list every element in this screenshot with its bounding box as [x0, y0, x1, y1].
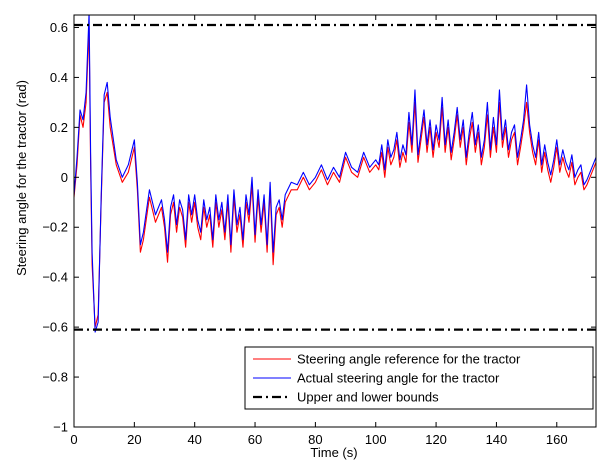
legend: Steering angle reference for the tractor… — [244, 346, 594, 410]
y-tick-label: 0 — [61, 170, 68, 185]
y-tick-label: −0.4 — [42, 270, 68, 285]
x-tick-label: 60 — [248, 432, 262, 447]
x-tick-label: 80 — [308, 432, 322, 447]
x-tick-label: 0 — [70, 432, 77, 447]
y-tick-label: −1 — [53, 420, 68, 435]
legend-entry-label: Actual steering angle for the tractor — [297, 371, 500, 386]
x-tick-label: 140 — [486, 432, 508, 447]
x-tick-label: 20 — [127, 432, 141, 447]
axes: 0 20 40 60 80 100 120 140 160 −1 −0.8 −0.6 −0.4 −0.2 0… — [42, 14, 597, 447]
plot-frame — [73, 14, 597, 428]
y-axis-label: Steering angle for the tractor (rad) — [14, 80, 29, 276]
x-tick-label: 160 — [546, 432, 568, 447]
y-tick-label: 0.6 — [50, 20, 68, 35]
plot-area — [74, 15, 596, 333]
y-tick-label: 0.2 — [50, 120, 68, 135]
x-tick-label: 40 — [187, 432, 201, 447]
x-tick-label: 120 — [425, 432, 447, 447]
x-tick-label: 100 — [365, 432, 387, 447]
actual-series-line — [74, 15, 596, 333]
legend-box — [244, 346, 594, 410]
reference-series-line — [74, 26, 596, 328]
legend-entry-label: Upper and lower bounds — [297, 390, 439, 405]
y-tick-label: 0.4 — [50, 70, 68, 85]
y-tick-label: −0.2 — [42, 220, 68, 235]
y-tick-label: −0.6 — [42, 320, 68, 335]
y-tick-label: −0.8 — [42, 370, 68, 385]
x-axis-label: Time (s) — [310, 445, 357, 460]
legend-entry-label: Steering angle reference for the tractor — [297, 352, 521, 367]
